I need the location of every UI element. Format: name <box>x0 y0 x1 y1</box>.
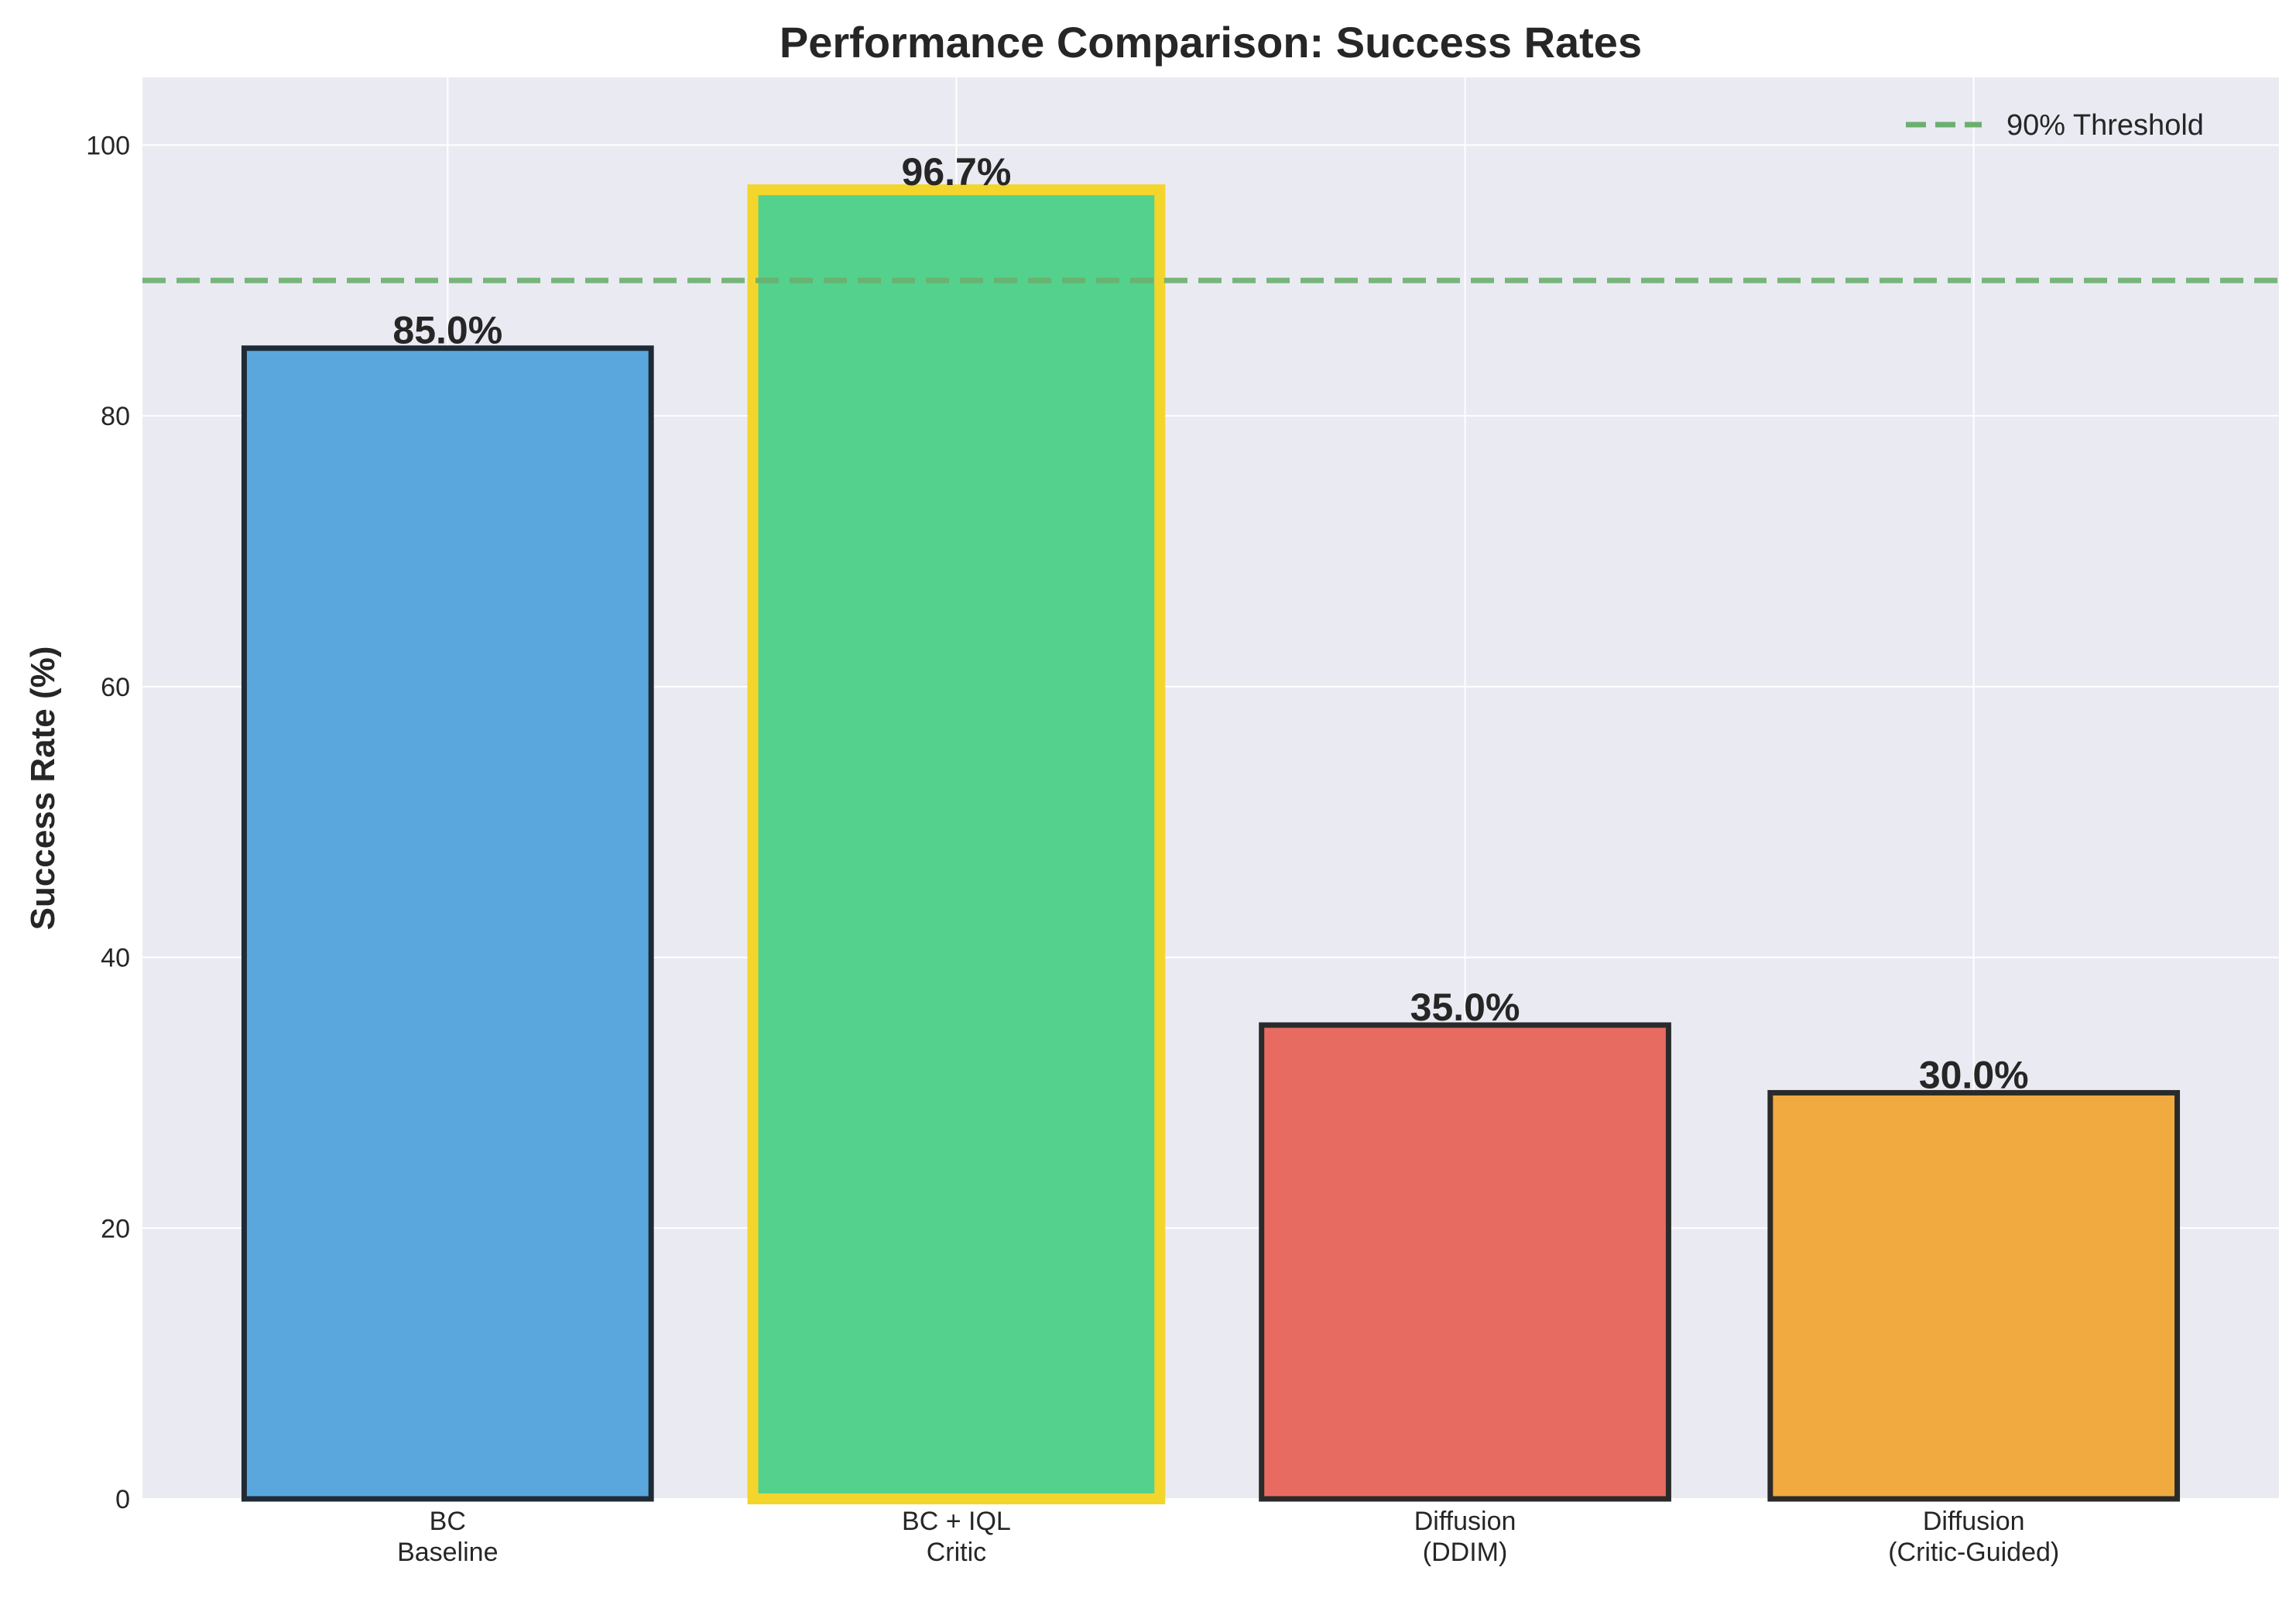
bar <box>747 184 1166 1504</box>
y-tick-label: 100 <box>86 131 130 160</box>
x-tick-label-line: (Critic-Guided) <box>1888 1538 2059 1567</box>
legend: 90% Threshold <box>1906 109 2204 142</box>
bar <box>241 345 654 1502</box>
bar-value-label: 96.7% <box>902 150 1012 194</box>
bar-value-label: 30.0% <box>1919 1053 2029 1096</box>
x-tick-label-line: Diffusion <box>1414 1507 1516 1536</box>
y-tick-label: 80 <box>101 402 130 431</box>
bar <box>1767 1089 2181 1502</box>
y-tick-label: 60 <box>101 673 130 702</box>
legend-threshold-label: 90% Threshold <box>2006 109 2204 142</box>
x-tick-label: Diffusion (Critic-Guided) <box>1888 1507 2059 1567</box>
x-tick-label: Diffusion (DDIM) <box>1414 1507 1516 1567</box>
y-tick-label: 40 <box>101 944 130 973</box>
bar <box>1259 1022 1671 1502</box>
x-tick-label-line: BC <box>430 1507 466 1536</box>
y-tick-label: 20 <box>101 1214 130 1243</box>
x-tick-label-line: Critic <box>927 1538 986 1567</box>
x-tick-label-line: Diffusion <box>1923 1507 2025 1536</box>
chart-title: Performance Comparison: Success Rates <box>780 18 1642 67</box>
x-tick-label: BC Baseline <box>397 1507 498 1567</box>
x-tick-label-line: (DDIM) <box>1423 1538 1508 1567</box>
bar-value-label: 35.0% <box>1410 986 1520 1029</box>
x-tick-label: BC + IQL Critic <box>902 1507 1011 1567</box>
axis-ticks: 0 20 40 60 80 100 BC Baseline BC + IQL Critic Diff… <box>86 131 2059 1567</box>
y-tick-label: 0 <box>115 1485 130 1514</box>
x-tick-label-line: BC + IQL <box>902 1507 1011 1536</box>
bars <box>241 184 2181 1504</box>
y-axis-label: Success Rate (%) <box>24 646 62 931</box>
bar-value-label: 85.0% <box>392 309 502 352</box>
data-labels: 85.0% 96.7% 35.0% 30.0% <box>392 150 2028 1096</box>
x-tick-label-line: Baseline <box>397 1538 498 1567</box>
